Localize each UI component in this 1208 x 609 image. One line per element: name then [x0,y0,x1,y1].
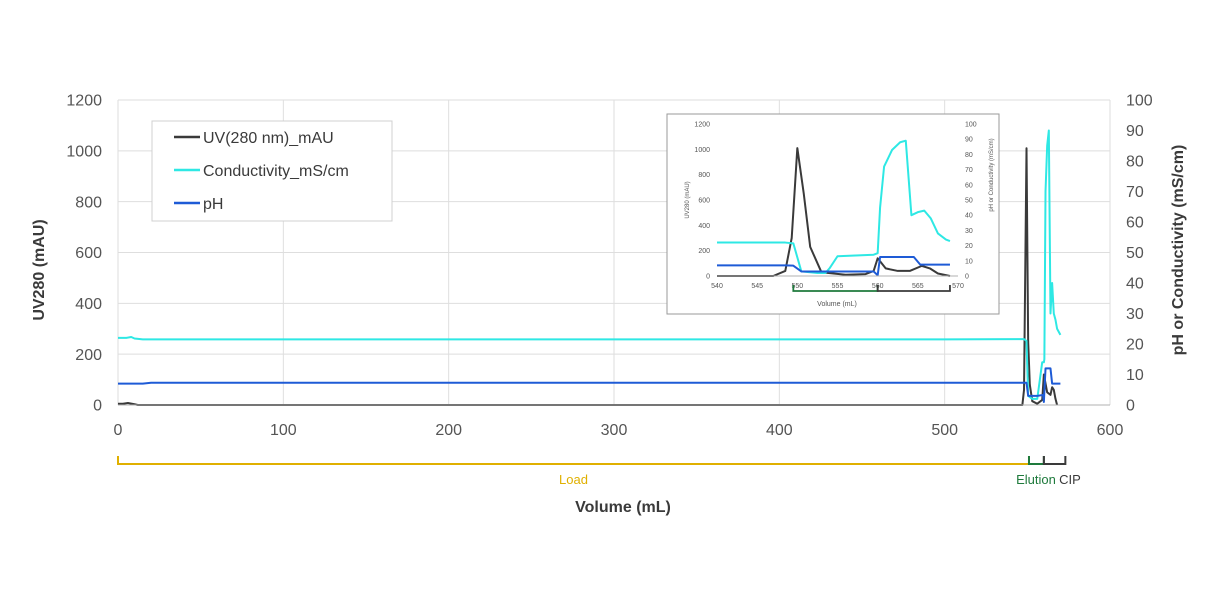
bracket-cip-label: CIP [1059,472,1081,487]
x-tick-label: 600 [1097,422,1124,439]
bracket-cip [1042,456,1067,465]
y2-tick-label: 50 [1126,245,1144,262]
inset-chart: 540 545 550 555 560 565 5700200400600800100012… [666,113,1000,315]
y2-tick-label: 10 [1126,367,1144,384]
x-tick-label: 400 [766,422,793,439]
inset-x-tick-label: 570 [952,283,964,290]
main-axes: 0 100 200 300 400 500 600020040060080010001200… [66,93,1152,439]
inset-y2-tick-label: 90 [965,137,973,144]
x-tick-label: 200 [435,422,462,439]
series-ph-line [118,367,1061,403]
x-tick-label: 500 [931,422,958,439]
x-tick-label: 0 [114,422,123,439]
legend-ph-label: pH [203,196,223,213]
inset-y-tick-label: 400 [698,223,710,230]
inset-y2-tick-label: 60 [965,182,973,189]
y-tick-label: 800 [75,194,102,211]
y2-tick-label: 20 [1126,337,1144,354]
inset-x-tick-label: 550 [791,283,803,290]
bracket-elution [1027,456,1045,465]
y-tick-label: 600 [75,245,102,262]
y2-tick-label: 70 [1126,184,1144,201]
bracket-load [117,456,1030,465]
inset-x-tick-label: 565 [912,283,924,290]
inset-x-axis-title: Volume (mL) [817,301,857,308]
inset-y2-tick-label: 40 [965,213,973,220]
inset-y2-tick-label: 30 [965,228,973,235]
main-series-lines [118,129,1062,406]
inset-axes: 540 545 550 555 560 565 5700200400600800100012… [685,121,995,308]
inset-y2-tick-label: 80 [965,152,973,159]
legend-conductivity-ms-cm-label: Conductivity_mS/cm [203,163,349,180]
bracket-elution-label: Elution [1016,472,1056,487]
y-tick-label: 0 [93,398,102,415]
y-tick-label: 1200 [66,93,102,110]
inset-y-tick-label: 1000 [694,147,710,154]
x-tick-label: 300 [601,422,628,439]
inset-y-tick-label: 200 [698,248,710,255]
series-conductivity-ms-cm-line [118,129,1062,400]
inset-series-ph-line [717,256,950,277]
inset-y2-tick-label: 100 [965,121,977,128]
y2-tick-label: 80 [1126,154,1144,171]
series-uv-280-nm-mau-line [118,147,1059,406]
y2-tick-label: 40 [1126,276,1144,293]
y-tick-label: 200 [75,347,102,364]
inset-y-tick-label: 600 [698,197,710,204]
y2-tick-label: 30 [1126,306,1144,323]
y2-tick-label: 60 [1126,215,1144,232]
inset-series-uv-280-nm-mau-line [717,147,951,277]
inset-y-tick-label: 800 [698,172,710,179]
inset-y2-tick-label: 70 [965,167,973,174]
y2-axis-title: pH or Conductivity (mS/cm) [1170,145,1187,356]
inset-y2-tick-label: 20 [965,243,973,250]
x-axis-title: Volume (mL) [575,499,671,516]
inset-y2-tick-label: 50 [965,197,973,204]
inset-y2-tick-label: 10 [965,258,973,265]
bracket-load-label: Load [559,472,588,487]
inset-y2-axis-title: pH or Conductivity (mS/cm) [989,138,995,211]
y2-tick-label: 0 [1126,398,1135,415]
y2-tick-label: 90 [1126,123,1144,140]
inset-phase-brackets [792,285,951,292]
inset-y-tick-label: 0 [706,273,710,280]
legend-uv-280-nm-mau-label: UV(280 nm)_mAU [203,130,334,147]
inset-frame [666,113,1000,315]
inset-series-lines [717,139,951,277]
inset-y-axis-title: UV280 (mAU) [685,181,691,218]
phase-brackets: Load Elution CIP [117,456,1081,487]
y-tick-label: 400 [75,296,102,313]
inset-y-tick-label: 1200 [694,121,710,128]
inset-bracket-phase [876,285,951,292]
inset-y2-tick-label: 0 [965,273,969,280]
y-tick-label: 1000 [66,143,102,160]
inset-x-tick-label: 545 [751,283,763,290]
inset-x-tick-label: 555 [832,283,844,290]
inset-series-conductivity-ms-cm-line [717,139,951,274]
x-tick-label: 100 [270,422,297,439]
inset-x-tick-label: 540 [711,283,723,290]
y-axis-title: UV280 (mAU) [31,219,48,320]
legend: UV(280 nm)_mAU Conductivity_mS/cm pH [151,120,393,222]
y2-tick-label: 100 [1126,93,1153,110]
